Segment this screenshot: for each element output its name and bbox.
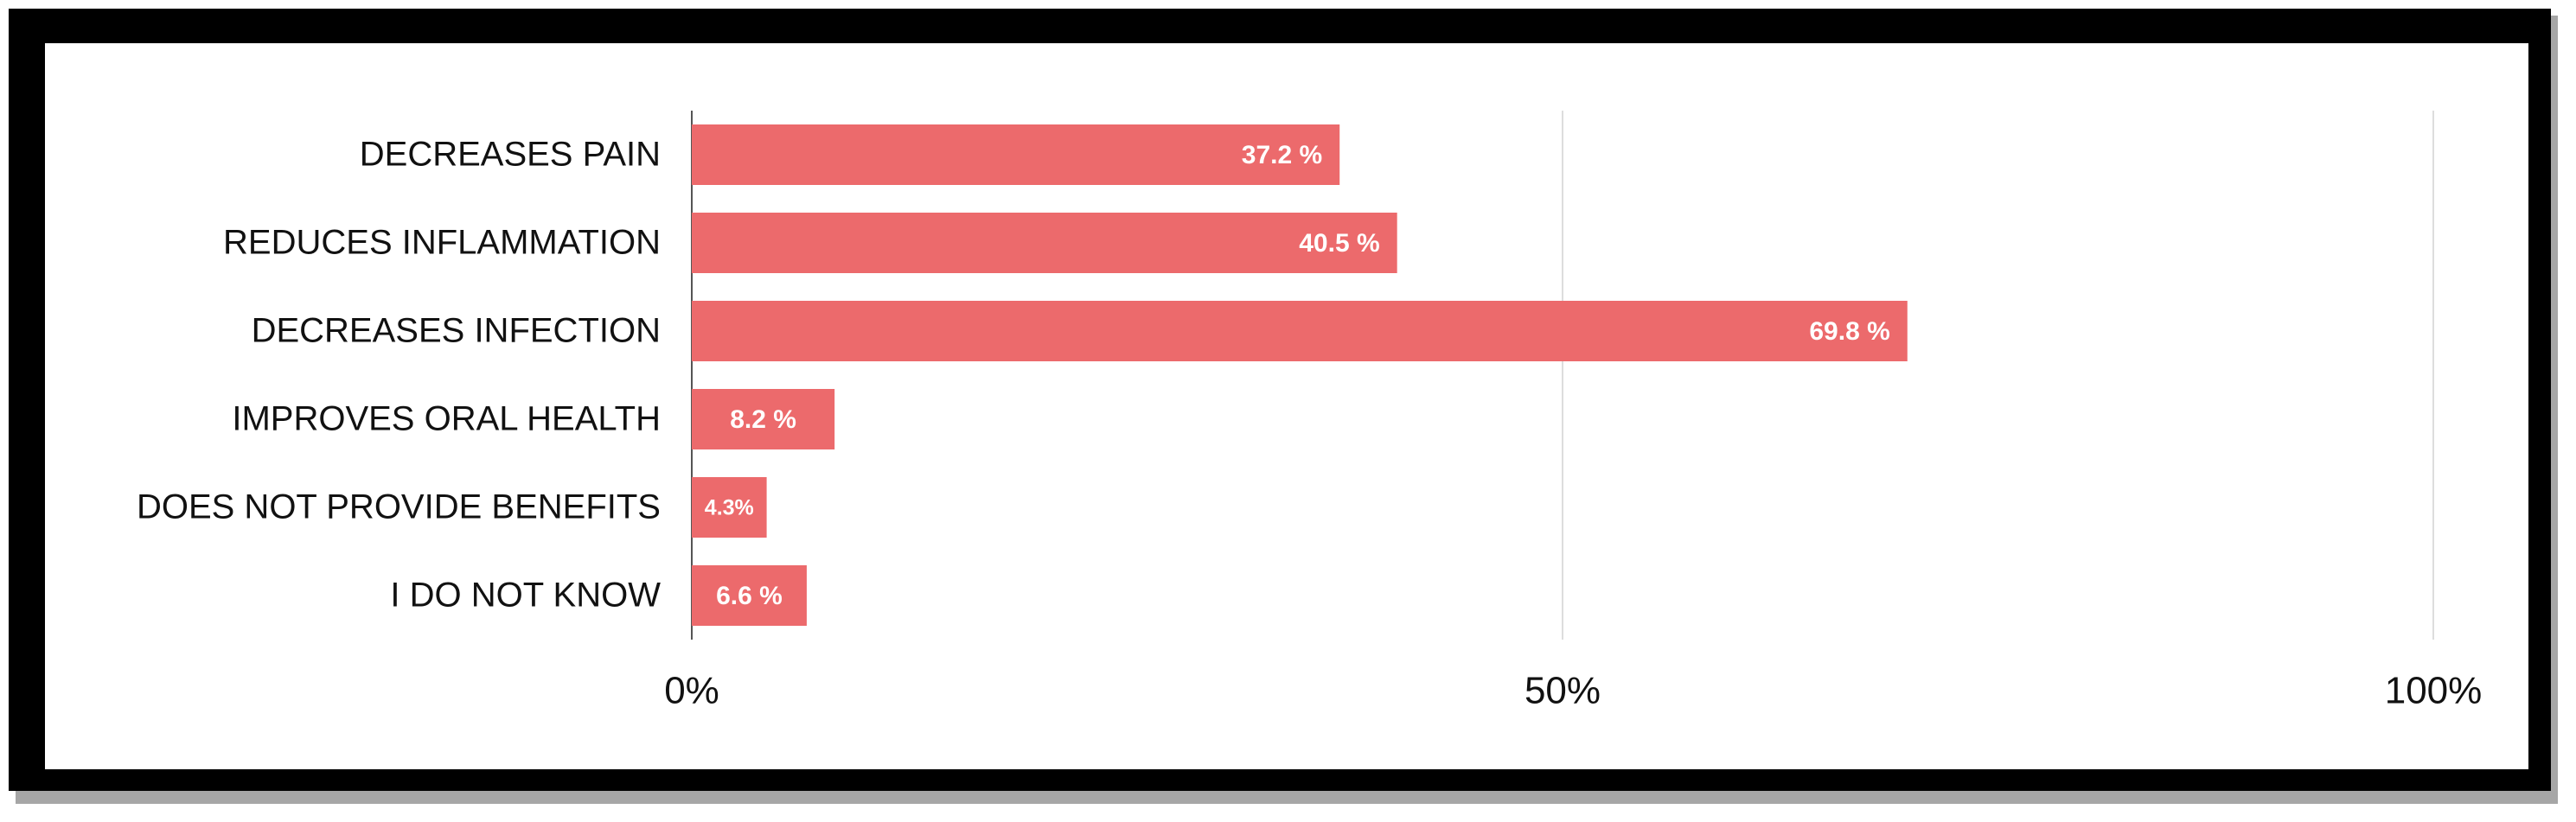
value-label: 6.6 %: [716, 582, 783, 610]
x-tick-label: 50%: [1525, 670, 1601, 712]
y-tick-label: REDUCES INFLAMMATION: [223, 224, 661, 262]
x-tick-label: 0%: [664, 670, 719, 712]
bar: [692, 389, 835, 449]
value-label: 4.3%: [705, 496, 754, 520]
x-tick-label: 100%: [2385, 670, 2483, 712]
y-tick-label: DECREASES PAIN: [360, 136, 661, 174]
bar: [692, 213, 1397, 273]
bar: [692, 124, 1340, 185]
y-tick-label: I DO NOT KNOW: [390, 577, 661, 615]
bar: [692, 477, 767, 538]
y-tick-label: DECREASES INFECTION: [252, 312, 661, 350]
bar: [692, 565, 807, 626]
value-label: 40.5 %: [1299, 229, 1379, 258]
value-label: 37.2 %: [1242, 141, 1322, 169]
bar: [692, 301, 1908, 361]
value-label: 8.2 %: [730, 405, 796, 434]
y-tick-label: DOES NOT PROVIDE BENEFITS: [137, 488, 661, 526]
value-label: 69.8 %: [1809, 317, 1889, 346]
y-tick-label: IMPROVES ORAL HEALTH: [232, 400, 661, 438]
